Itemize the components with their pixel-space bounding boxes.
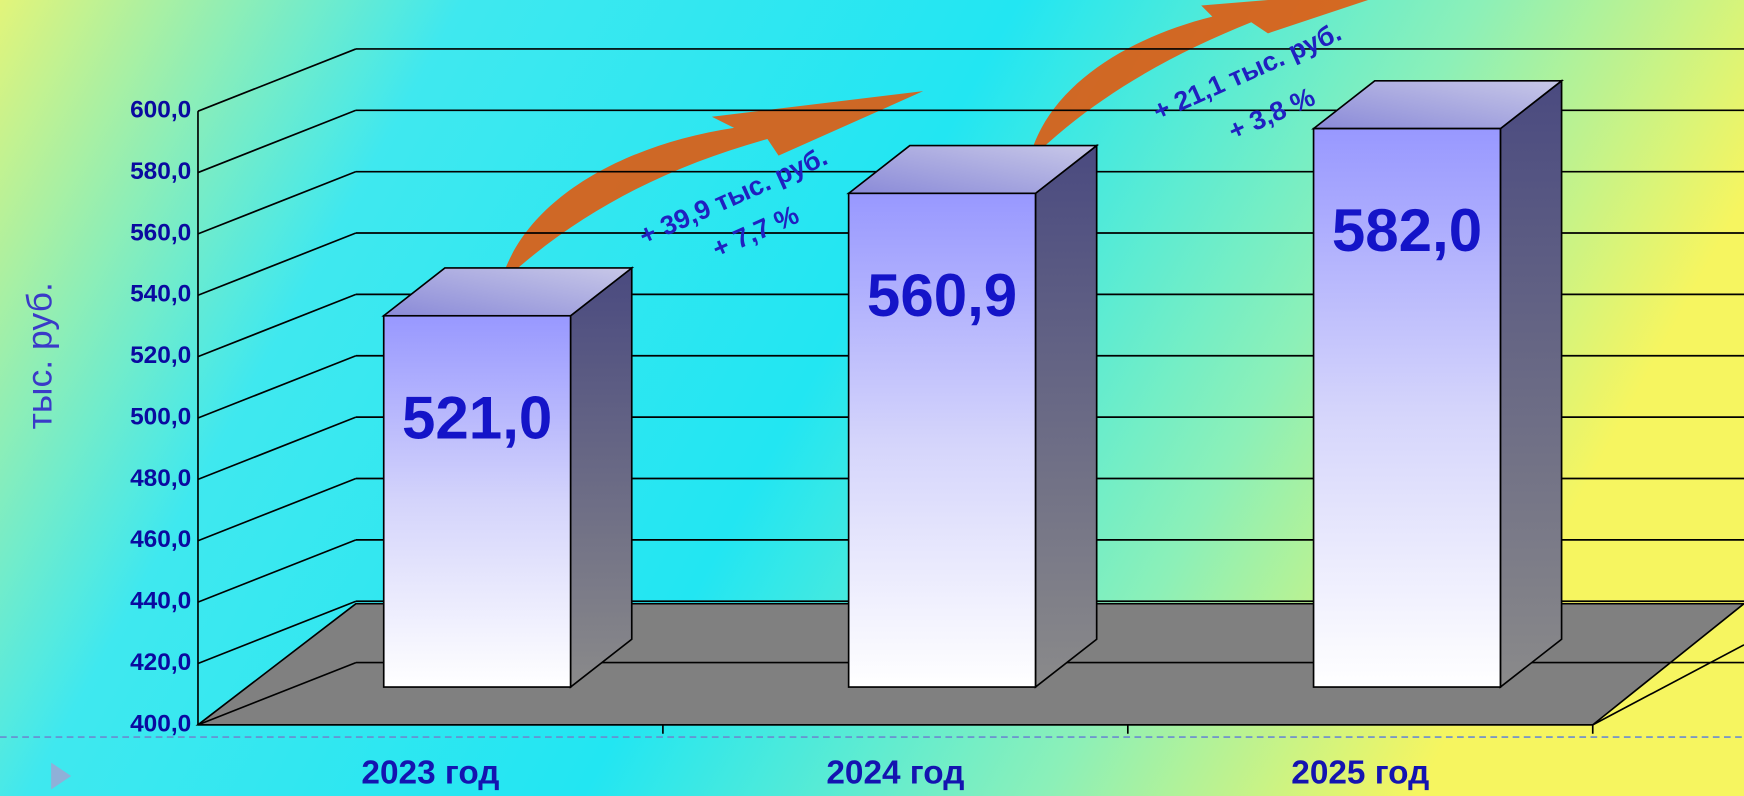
y-tick-label: 400,0 bbox=[130, 710, 191, 737]
value-label: 582,0 bbox=[1332, 197, 1482, 264]
x-tick-label: 2024 год bbox=[826, 755, 964, 792]
grid-line bbox=[197, 539, 357, 603]
x-tick-label: 2025 год bbox=[1291, 755, 1429, 792]
grid-line bbox=[197, 661, 357, 726]
bar-side bbox=[569, 266, 633, 689]
bullet bbox=[51, 762, 72, 790]
bar bbox=[1312, 127, 1502, 688]
value-label: 560,9 bbox=[867, 262, 1017, 329]
y-tick-label: 600,0 bbox=[130, 97, 191, 124]
y-tick-label: 560,0 bbox=[130, 219, 191, 246]
y-tick-label: 440,0 bbox=[130, 588, 191, 615]
x-tick-label: 2023 год bbox=[361, 755, 499, 792]
grid-line bbox=[197, 232, 357, 297]
grid-line bbox=[197, 477, 357, 542]
y-tick-label: 520,0 bbox=[130, 342, 191, 369]
y-tick-label: 460,0 bbox=[130, 526, 191, 553]
grid-line bbox=[197, 354, 357, 419]
grid-line bbox=[197, 48, 357, 112]
bar bbox=[382, 314, 572, 688]
grid-line bbox=[197, 109, 357, 174]
y-tick-label: 540,0 bbox=[130, 281, 191, 308]
grid-line bbox=[197, 293, 357, 358]
y-axis-label: тыс. руб. bbox=[20, 282, 60, 429]
y-tick-label: 420,0 bbox=[130, 649, 191, 676]
arrow bbox=[500, 91, 924, 284]
bar-side bbox=[1034, 143, 1098, 689]
arrow bbox=[1028, 0, 1369, 162]
grid-line bbox=[197, 416, 357, 481]
y-tick-label: 580,0 bbox=[130, 158, 191, 185]
bar bbox=[847, 192, 1037, 688]
bar-side bbox=[1499, 79, 1563, 689]
y-tick-label: 480,0 bbox=[130, 465, 191, 492]
y-tick-label: 500,0 bbox=[130, 403, 191, 430]
value-label: 521,0 bbox=[402, 384, 552, 451]
floor-edge bbox=[1592, 644, 1744, 726]
grid-line bbox=[197, 600, 357, 665]
grid-line bbox=[197, 170, 357, 235]
